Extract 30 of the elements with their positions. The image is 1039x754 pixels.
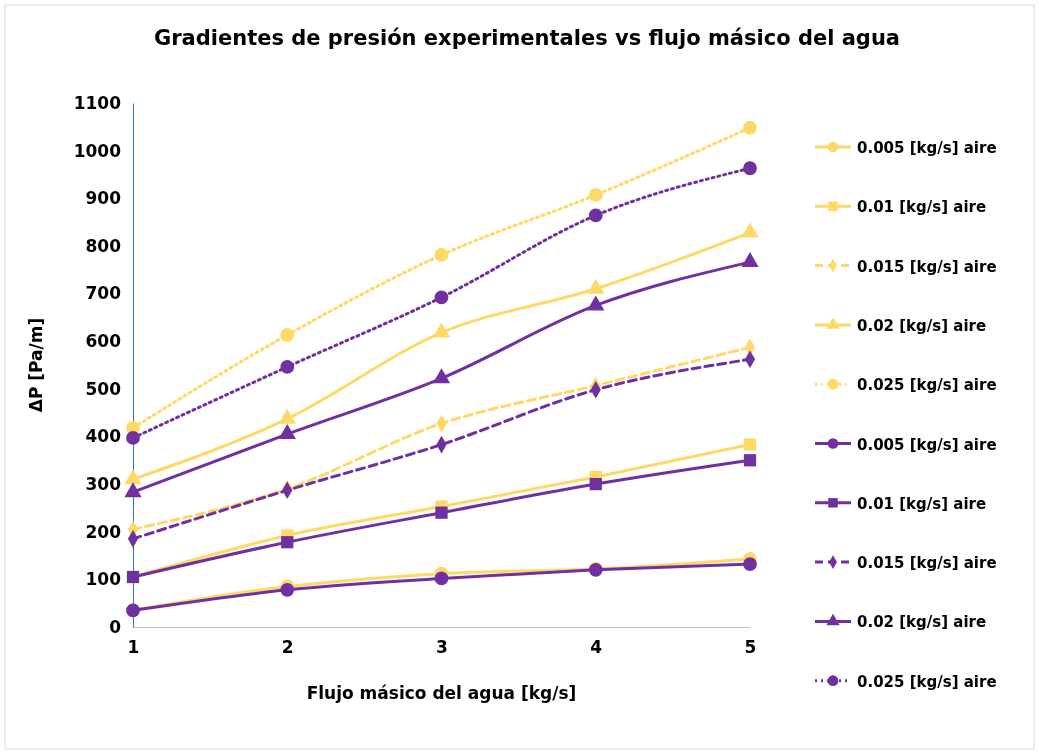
y-tick-label: 900	[85, 188, 122, 209]
x-axis-title: Flujo másico del agua [kg/s]	[306, 683, 577, 703]
y-axis-title: ΔP [Pa/m]	[26, 317, 46, 413]
y-tick-label: 300	[85, 474, 122, 495]
y-tick-label: 700	[85, 283, 122, 304]
legend-label: 0.015 [kg/s] aire	[857, 257, 997, 276]
x-tick-label: 1	[127, 637, 140, 658]
legend-label: 0.005 [kg/s] aire	[857, 435, 997, 454]
x-tick-label: 4	[590, 637, 603, 658]
x-tick-label: 3	[436, 637, 448, 658]
legend-label: 0.025 [kg/s] aire	[857, 672, 997, 691]
legend-label: 0.015 [kg/s] aire	[857, 554, 997, 573]
legend-label: 0.025 [kg/s] aire	[857, 376, 997, 395]
legend-label: 0.01 [kg/s] aire	[857, 494, 987, 513]
y-tick-label: 1000	[73, 140, 122, 161]
legend-label: 0.02 [kg/s] aire	[857, 613, 987, 632]
y-tick-label: 100	[85, 569, 122, 590]
x-tick-label: 2	[281, 637, 294, 658]
chart-title: Gradientes de presión experimentales vs flujo másico del agua	[153, 26, 901, 50]
legend-label: 0.02 [kg/s] aire	[857, 316, 987, 335]
y-tick-label: 500	[85, 378, 122, 399]
legend-label: 0.01 [kg/s] aire	[857, 198, 987, 217]
y-tick-label: 800	[85, 235, 122, 256]
y-tick-label: 1100	[73, 92, 122, 113]
y-tick-label: 400	[85, 426, 122, 447]
y-tick-label: 0	[109, 616, 122, 637]
y-tick-label: 600	[85, 331, 122, 352]
x-tick-label: 5	[744, 637, 757, 658]
y-tick-label: 200	[85, 521, 122, 542]
legend-label: 0.005 [kg/s] aire	[857, 139, 997, 157]
